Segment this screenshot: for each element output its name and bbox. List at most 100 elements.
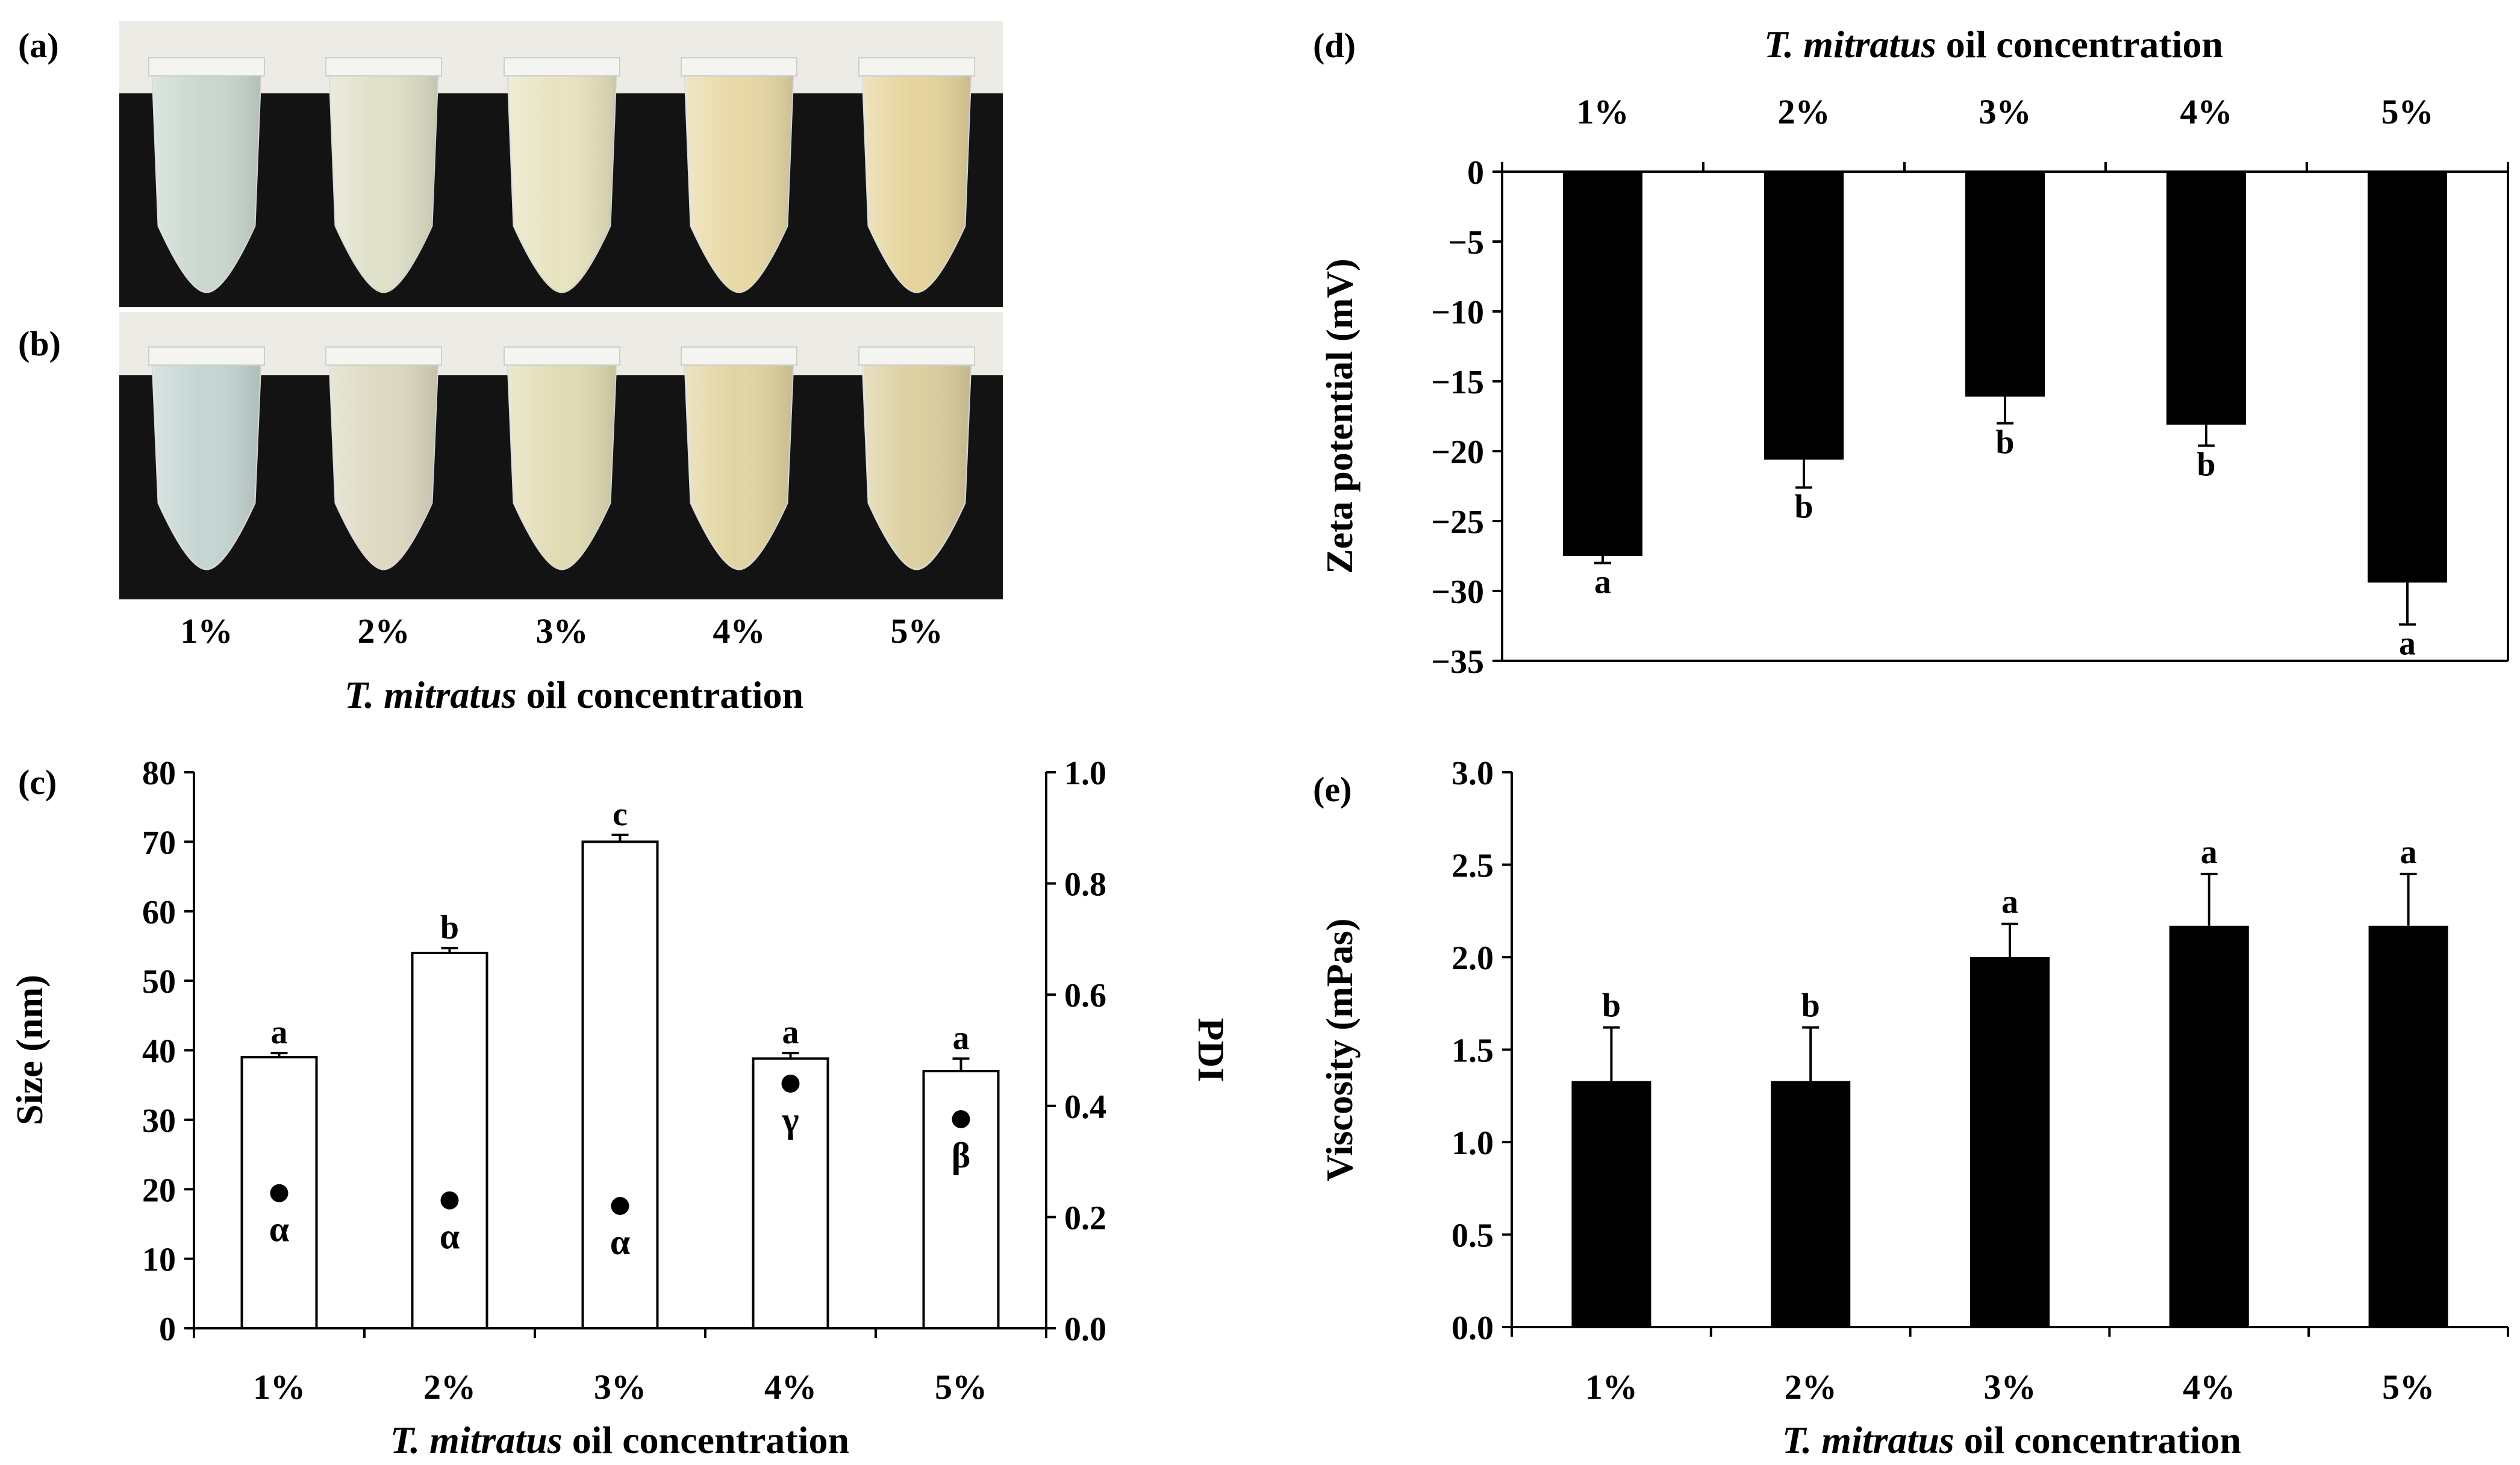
e-ytick-label-1: 0.5: [1452, 1217, 1494, 1255]
d-ytick-label-5: −25: [1431, 504, 1484, 541]
d-letter-3: b: [1995, 424, 2014, 461]
c-ytick-label-2: 20: [142, 1172, 176, 1209]
c-xtick-label-5: 5%: [935, 1367, 987, 1407]
d-xtick-label-4: 4%: [2180, 92, 2233, 131]
e-ytick-label-4: 2.0: [1452, 940, 1494, 977]
d-xlabel: T. mitratus oil concentration: [1764, 23, 2223, 66]
d-letter-5: a: [2399, 625, 2416, 663]
tube-cap-b-1: [148, 346, 265, 366]
c-pdi-point-5: [952, 1110, 970, 1128]
e-bar-1: [1571, 1081, 1651, 1327]
e-letter-3: a: [2001, 884, 2018, 921]
d-bar-2: [1764, 172, 1844, 460]
e-ytick-label-0: 0.0: [1452, 1310, 1494, 1347]
c-pdi-letter-1: α: [269, 1210, 290, 1249]
c-pdi-point-4: [781, 1074, 800, 1093]
d-xtick-label-5: 5%: [2381, 92, 2434, 131]
c-size-letter-2: b: [440, 909, 459, 946]
d-ytick-label-0: 0: [1467, 154, 1484, 192]
d-ytick-label-2: −10: [1431, 294, 1484, 331]
e-bar-2: [1771, 1081, 1851, 1327]
tube-cap-a-2: [325, 57, 442, 77]
d-ytick-label-3: −15: [1431, 364, 1484, 401]
panel-label-b: (b): [18, 324, 61, 363]
c-ytick2-label-2: 0.4: [1064, 1089, 1106, 1126]
d-ytick-label-1: −5: [1448, 224, 1484, 261]
c-ylabel2: PDI: [1190, 1018, 1231, 1082]
d-bar-1: [1563, 172, 1642, 556]
tube-cap-b-4: [681, 346, 797, 366]
d-bar-5: [2368, 172, 2447, 583]
d-letter-4: b: [2197, 446, 2215, 484]
e-xtick-label-1: 1%: [1585, 1367, 1638, 1407]
c-pdi-point-3: [611, 1196, 629, 1215]
d-bar-4: [2166, 172, 2246, 425]
photo-xtick-4: 4%: [713, 611, 766, 651]
panel-label-e: (e): [1313, 770, 1352, 809]
tube-cap-a-5: [858, 57, 975, 77]
chart-d: 0 −5 −10 −15 −20 −25 −30 −35 1% 2% 3% 4% 5% a b b b a Z…: [1320, 23, 2509, 681]
photo-panel-b: [119, 312, 1003, 599]
e-xtick-label-5: 5%: [2382, 1367, 2434, 1407]
d-xtick-label-3: 3%: [1979, 92, 2032, 131]
e-xtick-label-4: 4%: [2183, 1367, 2235, 1407]
tube-shade-b-1: [152, 361, 261, 569]
chart-e: 0.0 0.5 1.0 1.5 2.0 2.5 3.0 1% 2% 3% 4% 5% b b a a a V…: [1320, 755, 2509, 1461]
c-bar-4: [752, 1057, 829, 1329]
c-ytick2-label-5: 1.0: [1064, 755, 1106, 792]
tube-cap-b-5: [858, 346, 975, 366]
c-bar-5: [922, 1070, 1000, 1330]
tube-shade-a-2: [329, 72, 438, 292]
tube-cap-a-3: [504, 57, 620, 77]
e-xlabel: T. mitratus oil concentration: [1782, 1419, 2241, 1461]
d-ytick-label-4: −20: [1431, 434, 1484, 471]
tube-shade-b-4: [685, 361, 793, 569]
c-ytick2-label-0: 0.0: [1064, 1311, 1106, 1348]
c-size-letter-4: a: [782, 1014, 799, 1051]
e-letter-2: b: [1801, 987, 1820, 1025]
c-xtick-label-3: 3%: [594, 1367, 646, 1407]
e-bar-5: [2368, 925, 2448, 1327]
tube-shade-b-5: [862, 361, 971, 569]
c-pdi-point-2: [440, 1191, 459, 1210]
c-ytick-label-0: 0: [159, 1311, 176, 1348]
c-ytick2-label-4: 0.8: [1064, 866, 1106, 904]
e-ytick-label-3: 1.5: [1452, 1032, 1494, 1070]
c-xlabel: T. mitratus oil concentration: [390, 1419, 849, 1461]
e-ytick-label-2: 1.0: [1452, 1125, 1494, 1162]
d-letter-1: a: [1594, 564, 1611, 601]
tube-cap-a-4: [681, 57, 797, 77]
tube-shade-b-3: [508, 361, 616, 569]
e-bar-3: [1970, 957, 2050, 1327]
tube-shade-a-5: [862, 72, 971, 292]
e-xtick-label-2: 2%: [1785, 1367, 1837, 1407]
e-bar-4: [2169, 925, 2249, 1327]
c-pdi-point-1: [270, 1184, 288, 1202]
d-xtick-label-1: 1%: [1577, 92, 1629, 131]
panel-label-a: (a): [18, 26, 59, 65]
e-letter-1: b: [1602, 987, 1621, 1025]
tube-shade-b-2: [329, 361, 438, 569]
d-ylabel: Zeta potential (mV): [1320, 258, 1361, 573]
c-ytick-label-3: 30: [142, 1102, 176, 1140]
panel-label-d: (d): [1313, 26, 1356, 65]
photo-xtick-3: 3%: [536, 611, 588, 651]
c-ytick-label-5: 50: [142, 963, 176, 1001]
c-size-letter-3: c: [613, 796, 628, 833]
c-bar-3: [581, 840, 659, 1329]
e-ylabel: Viscosity (mPas): [1320, 919, 1361, 1182]
e-letter-5: a: [2400, 834, 2417, 871]
photo-xlabel: T. mitratus oil concentration: [345, 673, 803, 716]
c-ytick-label-1: 10: [142, 1242, 176, 1279]
d-letter-2: b: [1794, 488, 1813, 525]
e-xtick-label-3: 3%: [1984, 1367, 2036, 1407]
tube-cap-b-3: [504, 346, 620, 366]
c-xtick-label-2: 2%: [423, 1367, 476, 1407]
tube-shade-a-4: [685, 72, 793, 292]
c-pdi-letter-3: α: [610, 1222, 631, 1262]
c-ytick2-label-1: 0.2: [1064, 1199, 1106, 1237]
photo-xtick-2: 2%: [358, 611, 410, 651]
c-xtick-label-1: 1%: [253, 1367, 305, 1407]
d-xtick-label-2: 2%: [1778, 92, 1830, 131]
